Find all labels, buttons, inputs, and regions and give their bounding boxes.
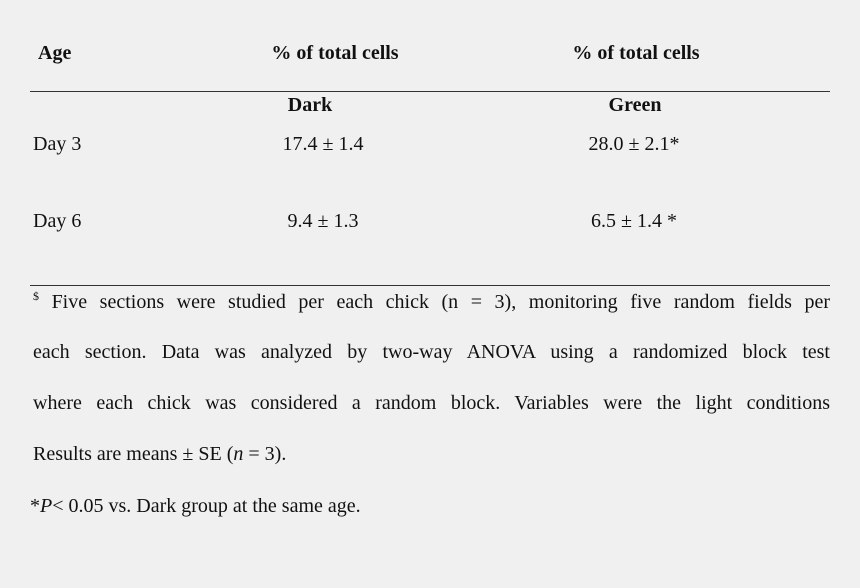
header-dark-percent: % of total cells	[271, 42, 399, 64]
header-rule	[30, 91, 830, 92]
row-day6-age: Day 6	[33, 210, 82, 232]
subheader-dark: Dark	[287, 94, 333, 116]
footnote-line-4-pre: Results are means ± SE (	[33, 443, 234, 465]
footnote-line-1: $ Five sections were studied per each ch…	[33, 289, 830, 314]
footnote-line-4-n: n	[233, 443, 244, 465]
significance-star: *	[30, 495, 40, 517]
table-bottom-rule	[30, 285, 830, 286]
footnote-line-3: where each chick was considered a random…	[33, 392, 830, 414]
significance-p: P	[40, 495, 53, 517]
header-age: Age	[38, 42, 72, 64]
row-day3-dark: 17.4 ± 1.4	[282, 133, 364, 155]
footnote-line-4: Results are means ± SE (n = 3).	[33, 443, 286, 466]
footnote-line-2: each section. Data was analyzed by two-w…	[33, 341, 830, 363]
header-green-percent: % of total cells	[572, 42, 700, 64]
significance-text: < 0.05 vs. Dark group at the same age.	[52, 495, 361, 517]
subheader-green: Green	[608, 94, 662, 116]
significance-note: *P< 0.05 vs. Dark group at the same age.	[30, 495, 361, 518]
footnote-line-1-text: Five sections were studied per each chic…	[51, 291, 831, 313]
footnote-marker: $	[33, 289, 39, 303]
footnote-line-4-post: = 3).	[243, 443, 287, 465]
row-day3-green: 28.0 ± 2.1*	[588, 133, 680, 155]
row-day6-dark: 9.4 ± 1.3	[287, 210, 359, 232]
row-day6-green: 6.5 ± 1.4 *	[591, 210, 677, 232]
row-day3-age: Day 3	[33, 133, 82, 155]
